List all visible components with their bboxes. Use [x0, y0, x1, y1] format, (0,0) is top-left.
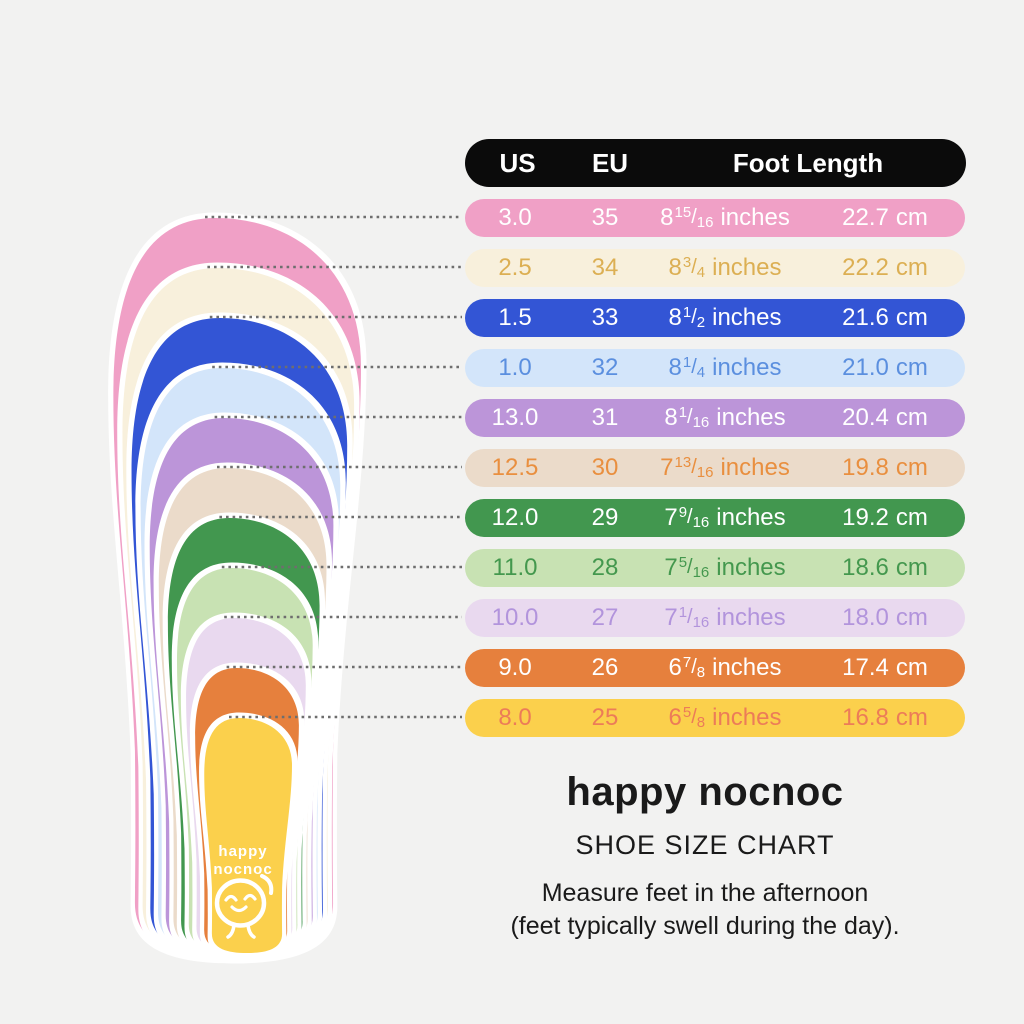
us-size-value: 3.0 — [498, 204, 532, 231]
insole-shape-8 — [186, 618, 306, 954]
us-size-value: 12.5 — [491, 454, 539, 481]
table-header: US EU Foot Length — [465, 139, 966, 187]
us-size-value: 1.0 — [498, 354, 532, 381]
logo-accent-mark-icon — [260, 874, 274, 895]
foot-length-inches-value: 65/8 inches — [668, 704, 782, 731]
insole-shape-0 — [113, 218, 361, 958]
foot-length-cm-value: 16.8 cm — [842, 704, 928, 731]
insole-outline-10 — [199, 712, 298, 959]
us-size-value: 10.0 — [491, 604, 539, 631]
foot-length-inches-value: 81/2 inches — [668, 304, 782, 331]
eu-size-value: 32 — [591, 354, 619, 381]
insole-logo-line1: happy — [218, 843, 267, 860]
insole-outline-0 — [108, 212, 367, 964]
insole-outline-6 — [162, 512, 326, 961]
measure-note-line2: (feet typically swell during the day). — [510, 911, 900, 940]
us-size-value: 9.0 — [498, 654, 532, 681]
insole-shape-7 — [176, 568, 313, 955]
foot-length-inches-value: 81/16 inches — [664, 404, 786, 431]
eu-size-value: 28 — [591, 554, 619, 581]
foot-length-inches-value: 83/4 inches — [668, 254, 782, 281]
measure-note: Measure feet in the afternoon (feet typi… — [440, 877, 970, 942]
foot-length-cm-value: 18.0 cm — [842, 604, 928, 631]
us-size-value: 8.0 — [498, 704, 532, 731]
col-header-foot-length: Foot Length — [732, 147, 884, 178]
size-row-us-10.0: 10.0 27 71/16 inches 18.0 cm — [465, 599, 965, 637]
foot-length-inches-value: 71/16 inches — [664, 604, 786, 631]
size-row-us-3.0: 3.0 35 815/16 inches 22.7 cm — [465, 199, 965, 237]
us-size-value: 2.5 — [498, 254, 532, 281]
foot-length-cm-value: 19.2 cm — [842, 504, 928, 531]
size-row-us-12.0: 12.0 29 79/16 inches 19.2 cm — [465, 499, 965, 537]
foot-length-cm-value: 18.6 cm — [842, 554, 928, 581]
eu-size-value: 26 — [591, 654, 619, 681]
logo-right-eye-icon — [243, 893, 257, 901]
foot-length-cm-value: 21.0 cm — [842, 354, 928, 381]
eu-size-value: 25 — [591, 704, 619, 731]
us-size-value: 11.0 — [492, 554, 538, 581]
eu-size-value: 29 — [591, 504, 619, 531]
insole-outline-7 — [171, 562, 319, 960]
eu-size-value: 30 — [591, 454, 619, 481]
size-row-us-11.0: 11.0 28 75/16 inches 18.6 cm — [465, 549, 965, 587]
logo-face-icon — [214, 878, 267, 928]
insole-outline-2 — [126, 312, 353, 963]
insole-shape-1 — [122, 268, 355, 958]
col-header-us: US — [499, 147, 536, 178]
insole-outline-9 — [189, 662, 305, 959]
logo-smile-icon — [230, 905, 248, 913]
insole-shape-5 — [158, 468, 327, 956]
insole-outline-1 — [117, 262, 360, 963]
size-row-us-8.0: 8.0 25 65/8 inches 16.8 cm — [465, 699, 965, 737]
size-row-us-9.0: 9.0 26 67/8 inches 17.4 cm — [465, 649, 965, 687]
insole-outline-5 — [153, 462, 332, 961]
eu-size-value: 34 — [591, 254, 619, 281]
insole-shape-10 — [204, 718, 292, 953]
foot-length-inches-value: 81/4 inches — [668, 354, 782, 381]
foot-length-cm-value: 20.4 cm — [842, 404, 928, 431]
foot-length-cm-value: 22.7 cm — [842, 204, 928, 231]
eu-size-value: 33 — [591, 304, 619, 331]
foot-length-cm-value: 22.2 cm — [842, 254, 928, 281]
insole-shape-4 — [149, 418, 334, 956]
measure-note-line1: Measure feet in the afternoon — [541, 879, 869, 907]
us-size-value: 13.0 — [491, 404, 539, 431]
foot-length-cm-value: 19.8 cm — [842, 454, 928, 481]
foot-length-cm-value: 21.6 cm — [842, 304, 928, 331]
size-row-us-1.0: 1.0 32 81/4 inches 21.0 cm — [465, 349, 965, 387]
foot-length-inches-value: 67/8 inches — [668, 654, 782, 681]
footer-text-block: happy nocnoc SHOE SIZE CHART Measure fee… — [440, 770, 970, 942]
insole-shape-3 — [140, 368, 341, 957]
insole-outline-3 — [135, 362, 346, 962]
size-row-us-12.5: 12.5 30 713/16 inches 19.8 cm — [465, 449, 965, 487]
size-row-us-2.5: 2.5 34 83/4 inches 22.2 cm — [465, 249, 965, 287]
insole-shape-6 — [167, 518, 320, 955]
insole-logo-line2: nocnoc — [213, 861, 272, 878]
us-size-value: 12.0 — [491, 504, 539, 531]
size-row-us-13.0: 13.0 31 81/16 inches 20.4 cm — [465, 399, 965, 437]
insole-outline-4 — [144, 412, 339, 962]
insole-shape-9 — [195, 668, 299, 954]
foot-length-inches-value: 713/16 inches — [660, 454, 790, 481]
logo-right-leg-icon — [246, 923, 256, 939]
logo-left-eye-icon — [224, 894, 238, 902]
foot-length-inches-value: 815/16 inches — [660, 204, 790, 231]
chart-subtitle: SHOE SIZE CHART — [575, 830, 835, 860]
size-row-us-1.5: 1.5 33 81/2 inches 21.6 cm — [465, 299, 965, 337]
eu-size-value: 35 — [591, 204, 619, 231]
foot-length-inches-value: 75/16 inches — [664, 554, 786, 581]
us-size-value: 1.5 — [498, 304, 532, 331]
foot-length-inches-value: 79/16 inches — [664, 504, 786, 531]
eu-size-value: 31 — [591, 404, 619, 431]
brand-title: happy nocnoc — [566, 770, 844, 814]
logo-left-leg-icon — [226, 923, 236, 939]
insole-outline-8 — [180, 612, 312, 960]
insole-shape-2 — [131, 318, 348, 957]
col-header-eu: EU — [591, 147, 629, 178]
foot-length-cm-value: 17.4 cm — [842, 654, 928, 681]
eu-size-value: 27 — [591, 604, 619, 631]
